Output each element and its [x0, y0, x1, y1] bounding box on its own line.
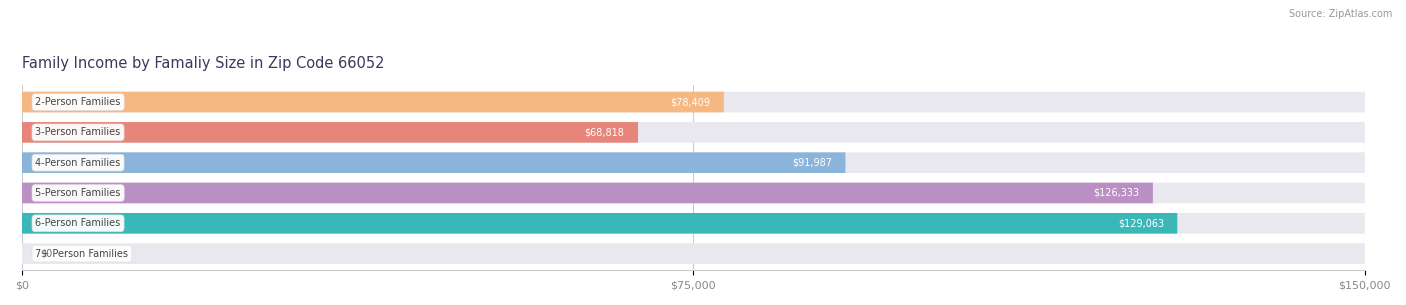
FancyBboxPatch shape — [22, 183, 1153, 203]
Text: 7+ Person Families: 7+ Person Families — [35, 249, 128, 259]
Text: $68,818: $68,818 — [585, 127, 624, 137]
Text: $0: $0 — [39, 249, 52, 259]
Text: 5-Person Families: 5-Person Families — [35, 188, 121, 198]
FancyBboxPatch shape — [22, 183, 1365, 203]
FancyBboxPatch shape — [22, 92, 724, 112]
Text: Source: ZipAtlas.com: Source: ZipAtlas.com — [1288, 9, 1392, 19]
Text: $129,063: $129,063 — [1118, 218, 1164, 228]
Text: $126,333: $126,333 — [1094, 188, 1139, 198]
Text: $78,409: $78,409 — [671, 97, 710, 107]
Text: 3-Person Families: 3-Person Families — [35, 127, 121, 137]
FancyBboxPatch shape — [22, 92, 1365, 112]
Text: 2-Person Families: 2-Person Families — [35, 97, 121, 107]
Text: 4-Person Families: 4-Person Families — [35, 158, 121, 168]
FancyBboxPatch shape — [22, 243, 1365, 264]
FancyBboxPatch shape — [22, 122, 638, 143]
Text: 6-Person Families: 6-Person Families — [35, 218, 121, 228]
FancyBboxPatch shape — [22, 122, 1365, 143]
Text: $91,987: $91,987 — [792, 158, 832, 168]
FancyBboxPatch shape — [22, 152, 1365, 173]
FancyBboxPatch shape — [22, 213, 1177, 234]
Text: Family Income by Famaliy Size in Zip Code 66052: Family Income by Famaliy Size in Zip Cod… — [22, 56, 384, 70]
FancyBboxPatch shape — [22, 152, 845, 173]
FancyBboxPatch shape — [22, 213, 1365, 234]
